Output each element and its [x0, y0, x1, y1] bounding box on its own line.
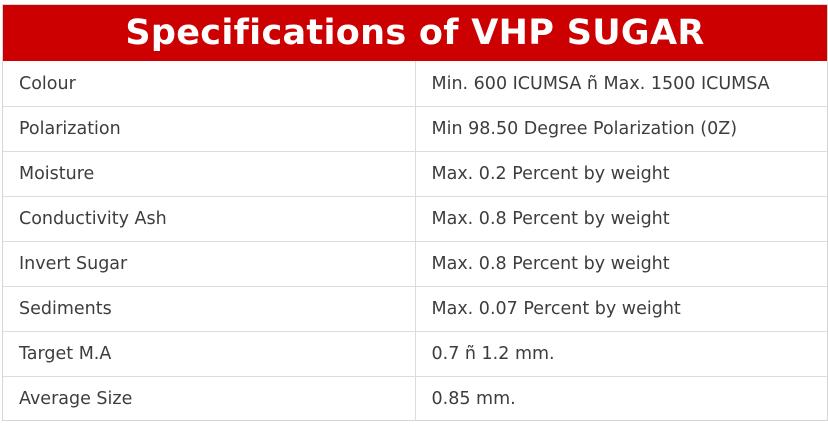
spec-label: Target M.A — [3, 331, 416, 377]
spec-value: Min 98.50 Degree Polarization (0Z) — [415, 106, 827, 152]
table-row: Target M.A 0.7 ñ 1.2 mm. — [3, 331, 827, 377]
table-row: Polarization Min 98.50 Degree Polarizati… — [3, 106, 827, 152]
table-row: Sediments Max. 0.07 Percent by weight — [3, 286, 827, 332]
spec-table: Colour Min. 600 ICUMSA ñ Max. 1500 ICUMS… — [3, 61, 827, 421]
spec-label: Sediments — [3, 286, 416, 332]
spec-label: Moisture — [3, 151, 416, 197]
page-title: Specifications of VHP SUGAR — [125, 12, 705, 53]
spec-card: Specifications of VHP SUGAR Colour Min. … — [2, 4, 828, 421]
spec-label: Conductivity Ash — [3, 196, 416, 242]
spec-label: Invert Sugar — [3, 241, 416, 287]
table-row: Conductivity Ash Max. 0.8 Percent by wei… — [3, 196, 827, 242]
spec-value: Max. 0.07 Percent by weight — [415, 286, 827, 332]
table-row: Moisture Max. 0.2 Percent by weight — [3, 151, 827, 197]
table-row: Invert Sugar Max. 0.8 Percent by weight — [3, 241, 827, 287]
spec-value: Max. 0.8 Percent by weight — [415, 241, 827, 287]
spec-label: Average Size — [3, 376, 416, 421]
title-bar: Specifications of VHP SUGAR — [3, 5, 827, 61]
spec-value: Max. 0.2 Percent by weight — [415, 151, 827, 197]
spec-value: 0.7 ñ 1.2 mm. — [415, 331, 827, 377]
spec-label: Polarization — [3, 106, 416, 152]
table-row: Colour Min. 600 ICUMSA ñ Max. 1500 ICUMS… — [3, 61, 827, 107]
spec-value: Min. 600 ICUMSA ñ Max. 1500 ICUMSA — [431, 73, 770, 94]
spec-value: 0.85 mm. — [415, 376, 827, 421]
table-row: Average Size 0.85 mm. — [3, 376, 827, 421]
spec-label: Colour — [3, 61, 416, 107]
spec-value: Max. 0.8 Percent by weight — [415, 196, 827, 242]
